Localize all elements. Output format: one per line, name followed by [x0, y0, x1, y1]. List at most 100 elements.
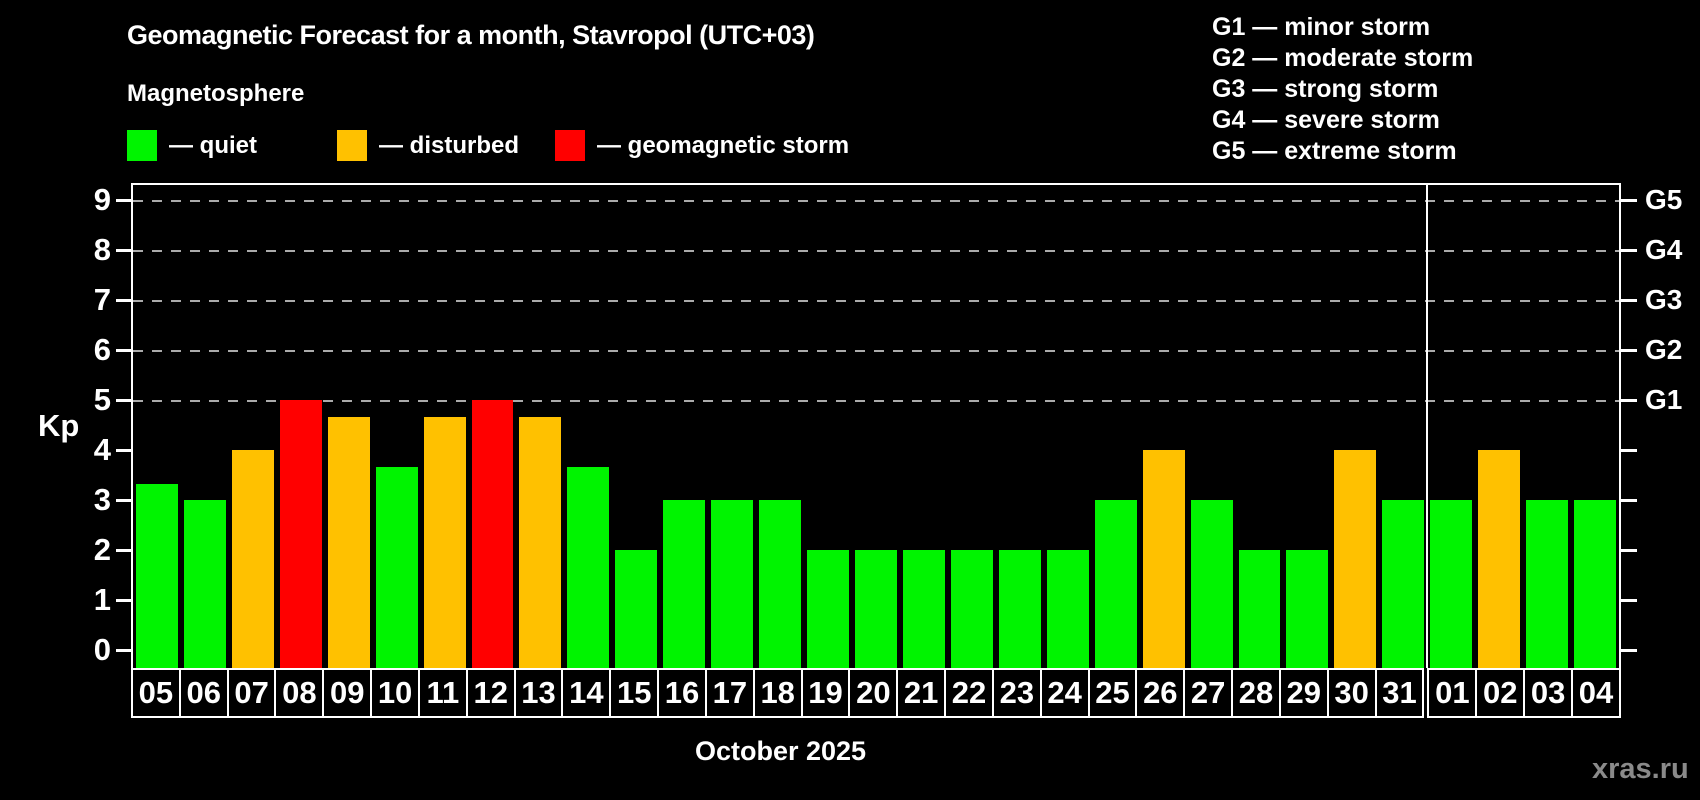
legend-item-label: — quiet: [169, 131, 257, 159]
kp-bar-day-01: [1430, 500, 1473, 668]
y-axis-tick: [116, 249, 131, 252]
kp-bar-day-13: [519, 416, 562, 668]
y-axis-tick-label: 3: [93, 482, 111, 517]
kp-bar-day-31: [1382, 500, 1425, 668]
x-axis-month-label: October 2025: [694, 736, 867, 766]
kp-bar-day-06: [183, 500, 226, 668]
g-scale-legend-line: G5 — extreme storm: [1212, 137, 1457, 165]
legend: — quiet — disturbed — geomagnetic storm: [0, 130, 1700, 164]
legend-item-storm: — geomagnetic storm: [555, 130, 849, 161]
y-axis-tick: [116, 599, 131, 602]
kp-bar-day-17: [711, 500, 754, 668]
y-axis-tick: [116, 399, 131, 402]
y-axis-tick: [116, 299, 131, 302]
kp-bar-day-16: [663, 500, 706, 668]
day-label-06: 06: [181, 670, 229, 716]
y-axis-tick: [116, 649, 131, 652]
x-axis-day-labels: 05 06 07 08 09 10 11 12 13 14 15 16 17 18 19 20 21 22 23 24…: [131, 668, 1621, 718]
gridline-kp-8: [133, 250, 1619, 252]
watermark: xras.ru: [1592, 753, 1689, 785]
day-label-01: 01: [1429, 670, 1478, 716]
right-axis-tick: [1621, 399, 1637, 402]
right-axis-tick: [1621, 299, 1637, 302]
y-axis-tick-label: 7: [93, 282, 111, 317]
day-label-19: 19: [803, 670, 851, 716]
kp-bar-day-29: [1286, 550, 1329, 668]
day-label-22: 22: [946, 670, 994, 716]
kp-bar-day-14: [567, 466, 610, 668]
day-label-08: 08: [276, 670, 325, 716]
legend-swatch-quiet-icon: [127, 130, 157, 161]
day-group-next-month: 01 02 03 04: [1427, 668, 1621, 718]
right-axis-tick: [1621, 349, 1637, 352]
day-label-25: 25: [1090, 670, 1138, 716]
chart-subtitle: Magnetosphere: [127, 80, 305, 107]
y-axis-tick-label: 4: [93, 432, 111, 467]
y-axis-tick-label: 6: [93, 332, 111, 367]
kp-bar-day-09: [327, 416, 370, 668]
legend-swatch-storm-icon: [555, 130, 585, 161]
day-label-16: 16: [659, 670, 707, 716]
kp-bar-day-07: [231, 450, 274, 668]
kp-bar-day-23: [998, 550, 1041, 668]
g-scale-legend: G1 — minor storm G2 — moderate storm G3 — …: [1212, 12, 1473, 167]
day-label-17: 17: [707, 670, 755, 716]
kp-bar-day-27: [1190, 500, 1233, 668]
y-axis-tick: [116, 349, 131, 352]
kp-bar-day-20: [855, 550, 897, 668]
right-axis-tick: [1621, 249, 1637, 252]
kp-bar-day-04: [1574, 500, 1616, 668]
day-label-09: 09: [324, 670, 373, 716]
day-label-07: 07: [229, 670, 277, 716]
y-axis-tick: [116, 499, 131, 502]
legend-swatch-disturbed-icon: [337, 130, 367, 161]
right-axis-label-g1: G1: [1645, 384, 1683, 415]
right-axis-tick: [1621, 499, 1637, 502]
day-label-13: 13: [516, 670, 564, 716]
kp-bar-day-28: [1238, 550, 1281, 668]
plot-area: [131, 183, 1621, 668]
y-axis-tick-label: 2: [93, 532, 111, 567]
kp-bar-day-21: [902, 550, 945, 668]
day-label-15: 15: [611, 670, 660, 716]
y-axis-label: Kp: [38, 408, 80, 443]
day-label-27: 27: [1185, 670, 1234, 716]
kp-bar-day-18: [759, 500, 802, 668]
kp-bar-day-11: [423, 416, 466, 668]
right-axis-tick: [1621, 649, 1637, 652]
right-axis-label-g4: G4: [1645, 234, 1683, 265]
chart-title: Geomagnetic Forecast for a month, Stavro…: [127, 20, 815, 50]
day-label-26: 26: [1137, 670, 1186, 716]
day-label-21: 21: [898, 670, 947, 716]
kp-bar-day-08: [279, 400, 322, 668]
right-axis-tick: [1621, 199, 1637, 202]
kp-bar-day-12: [471, 400, 514, 668]
kp-bar-day-15: [615, 550, 658, 668]
y-axis-tick: [116, 199, 131, 202]
legend-item-quiet: — quiet: [127, 130, 257, 161]
month-separator-line: [1426, 185, 1429, 668]
g-scale-legend-line: G3 — strong storm: [1212, 75, 1439, 103]
day-label-29: 29: [1281, 670, 1329, 716]
day-label-30: 30: [1329, 670, 1377, 716]
day-group-current-month: 05 06 07 08 09 10 11 12 13 14 15 16 17 18 19 20 21 22 23 24…: [131, 668, 1425, 718]
right-axis-label-g5: G5: [1645, 184, 1683, 215]
g-scale-legend-line: G4 — severe storm: [1212, 106, 1440, 134]
y-axis-tick: [116, 549, 131, 552]
right-axis-tick: [1621, 449, 1637, 452]
kp-bar-day-22: [950, 550, 993, 668]
g-scale-legend-line: G2 — moderate storm: [1212, 44, 1474, 72]
y-axis-tick-label: 0: [93, 632, 111, 667]
day-label-20: 20: [850, 670, 899, 716]
right-axis-tick: [1621, 599, 1637, 602]
day-label-31: 31: [1382, 675, 1417, 710]
y-axis-tick-label: 5: [93, 382, 111, 417]
y-axis-tick-label: 1: [93, 582, 111, 617]
legend-item-disturbed: — disturbed: [337, 130, 519, 161]
gridline-kp-6: [133, 350, 1619, 352]
kp-bar-day-26: [1142, 450, 1185, 668]
kp-bar-day-02: [1478, 450, 1521, 668]
right-axis-label-g2: G2: [1645, 334, 1683, 365]
kp-bar-day-25: [1094, 500, 1137, 668]
